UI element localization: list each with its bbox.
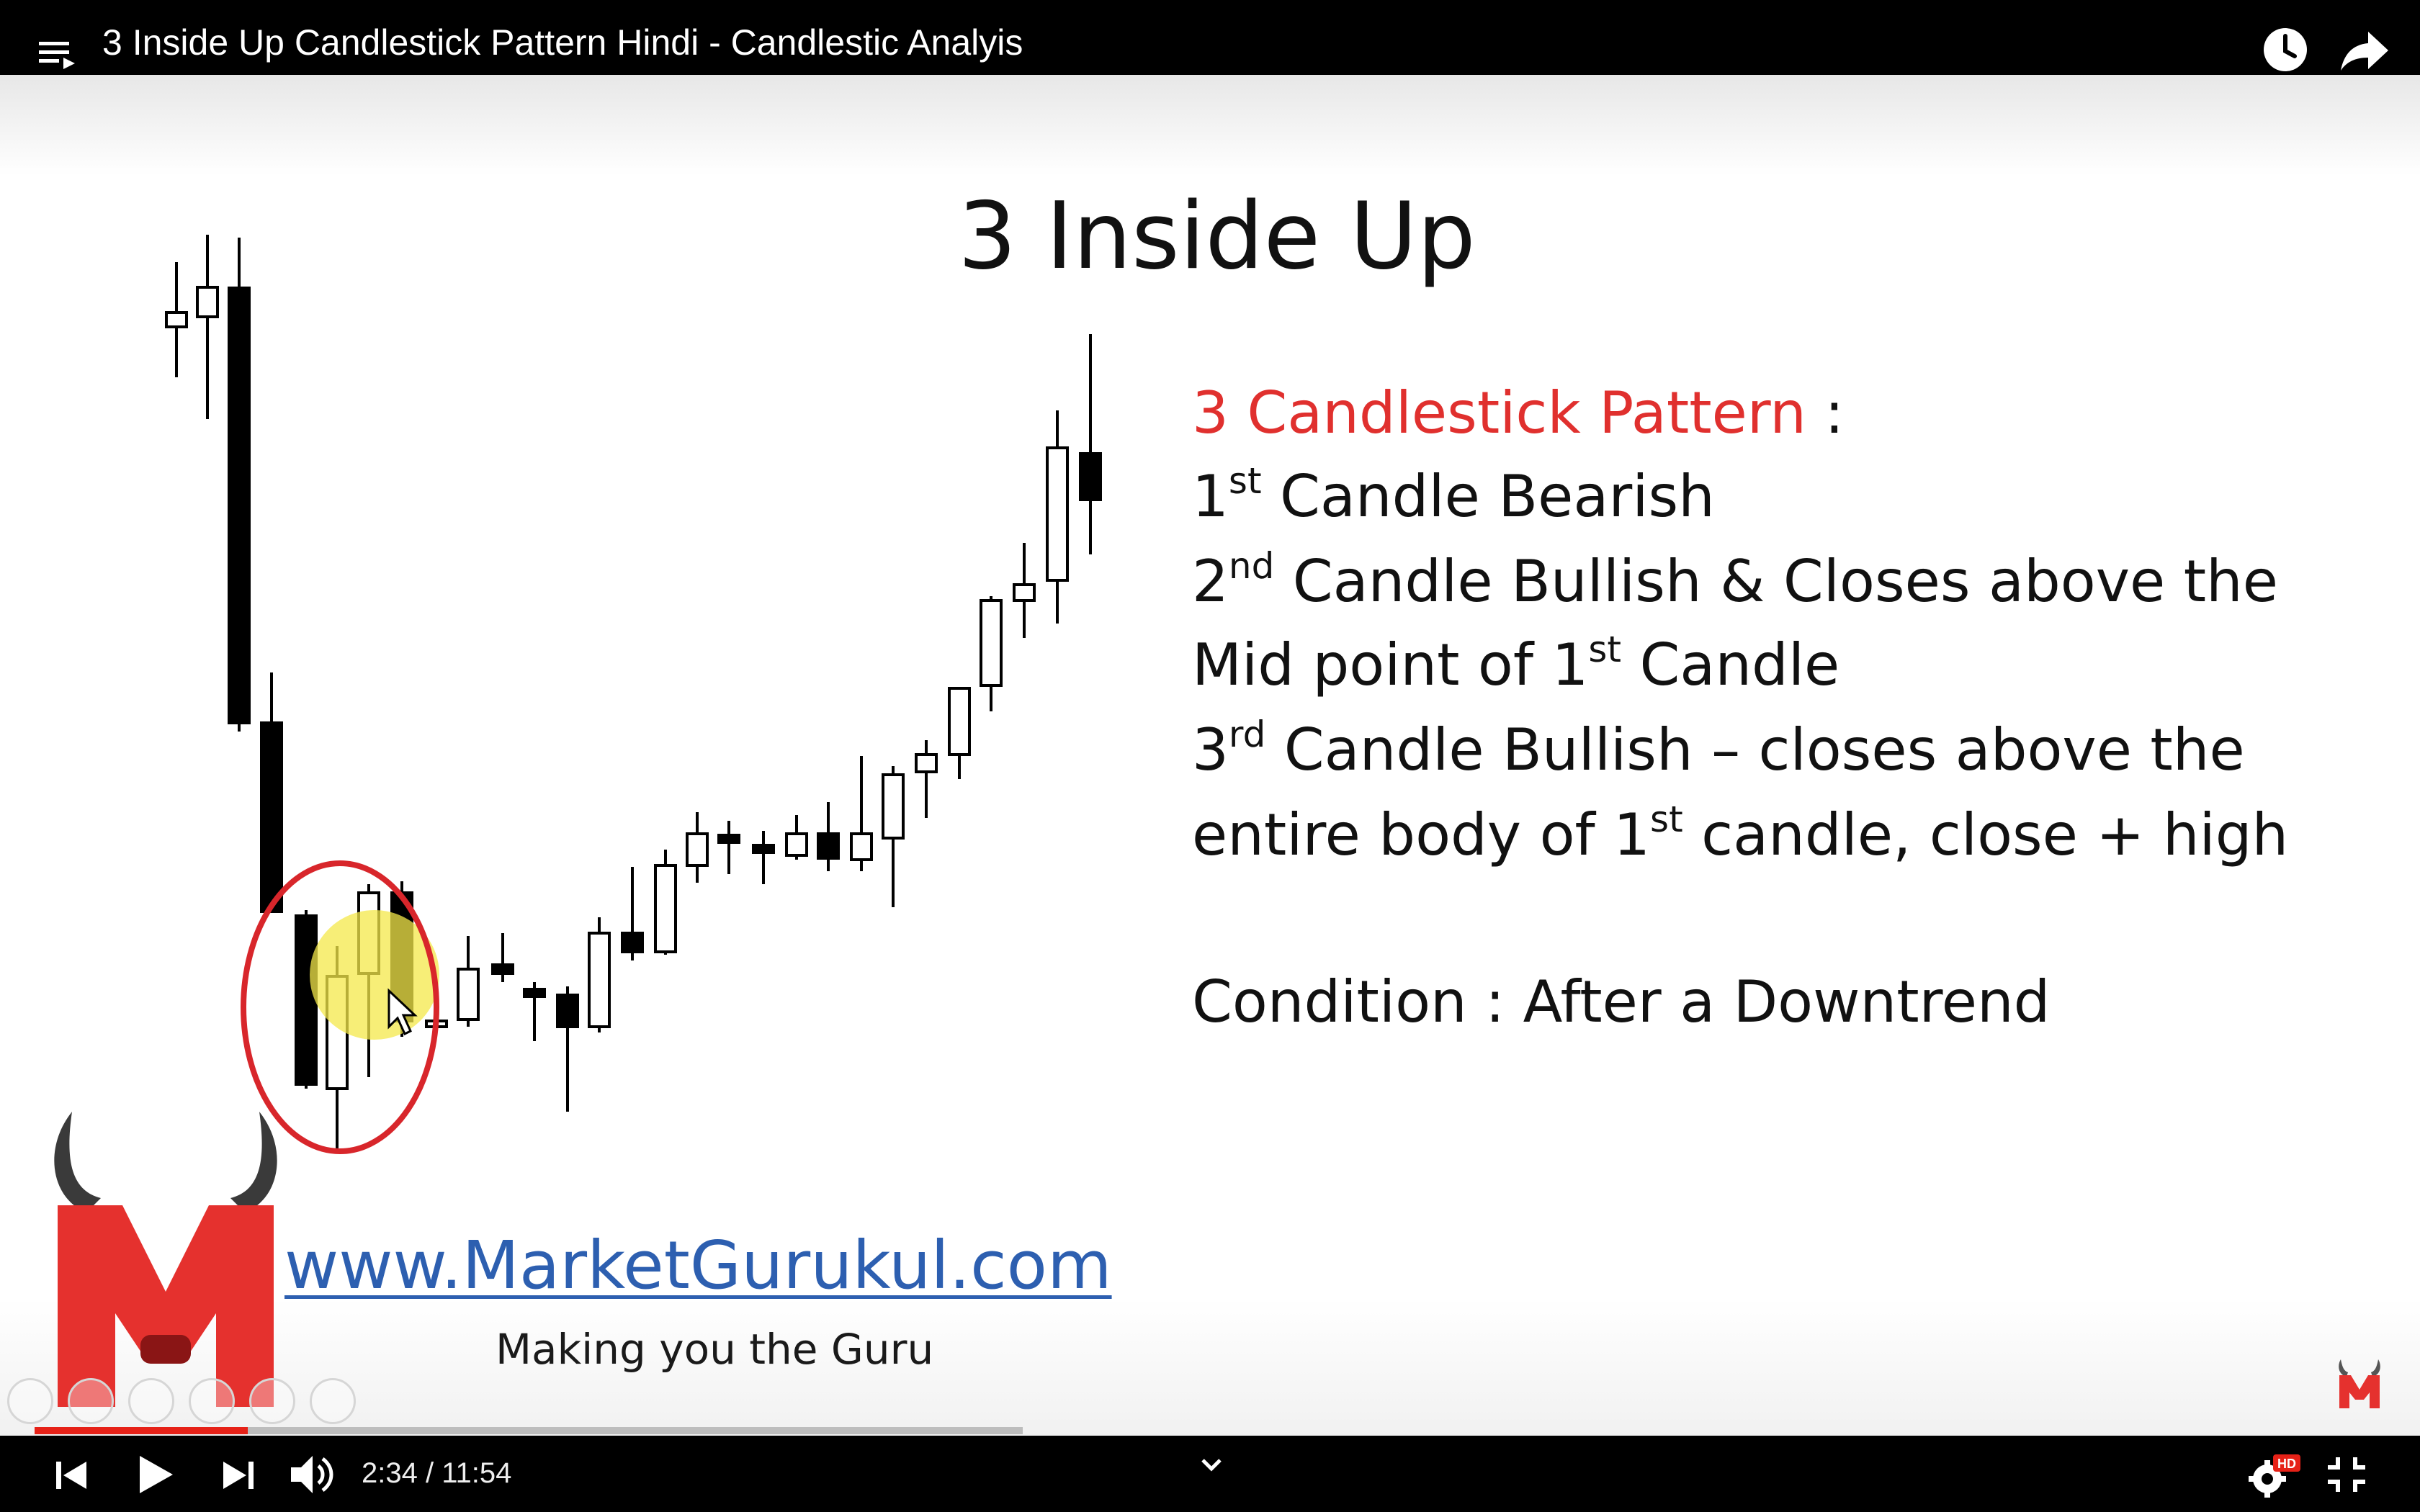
share-icon[interactable] bbox=[2339, 29, 2391, 72]
candle-body bbox=[1046, 446, 1069, 582]
tagline: Making you the Guru bbox=[496, 1325, 934, 1374]
playlist-icon[interactable] bbox=[37, 36, 76, 75]
rule-line-4-pre: 3 bbox=[1192, 716, 1229, 783]
rule-line-3-post: Candle bbox=[1621, 631, 1840, 698]
bull-logo-icon bbox=[54, 1112, 277, 1407]
rule-line-4: 3rd Candle Bullish – closes above the bbox=[1192, 716, 2245, 779]
candle-body bbox=[654, 864, 677, 953]
hd-badge: HD bbox=[2277, 1457, 2296, 1471]
annotation-toolbar bbox=[7, 1378, 370, 1428]
candle-body bbox=[1013, 583, 1036, 602]
candle-body bbox=[523, 988, 546, 998]
rule-line-1-post: Candle Bearish bbox=[1261, 463, 1715, 530]
pattern-heading-text: 3 Candlestick Pattern bbox=[1192, 379, 1806, 446]
candle-body bbox=[165, 311, 188, 328]
condition-text: Condition : After a Downtrend bbox=[1192, 968, 2051, 1035]
rule-line-1: 1st Candle Bearish bbox=[1192, 463, 1715, 526]
annotation-copy-icon[interactable] bbox=[189, 1378, 235, 1424]
slide-title: 3 Inside Up bbox=[958, 183, 1476, 290]
pattern-highlight-ellipse bbox=[241, 860, 439, 1154]
next-icon[interactable] bbox=[220, 1457, 256, 1493]
rule-line-5-post: candle, close + high bbox=[1682, 801, 2289, 868]
candle-body bbox=[948, 687, 971, 756]
rule-line-5-sup: st bbox=[1650, 798, 1683, 840]
candle-body bbox=[915, 753, 938, 773]
annotation-more-icon[interactable] bbox=[310, 1378, 356, 1424]
candle-body bbox=[882, 773, 905, 840]
rule-line-1-sup: st bbox=[1228, 460, 1262, 502]
candlestick-series bbox=[165, 235, 1102, 1149]
annotation-pen-icon[interactable] bbox=[128, 1378, 174, 1424]
rule-line-2-sup: nd bbox=[1228, 545, 1275, 587]
candle-body bbox=[752, 844, 775, 854]
time-separator: / bbox=[417, 1457, 442, 1489]
candle-body bbox=[457, 968, 480, 1021]
candle-body bbox=[817, 832, 840, 860]
pattern-heading-colon: : bbox=[1806, 379, 1845, 446]
watch-later-icon[interactable] bbox=[2262, 26, 2309, 73]
channel-watermark-icon[interactable] bbox=[2336, 1356, 2383, 1408]
progress-bar[interactable] bbox=[35, 1427, 1023, 1434]
candlestick-chart bbox=[165, 235, 1102, 1154]
rule-line-4-post: Candle Bullish – closes above the bbox=[1265, 716, 2245, 783]
candle-body bbox=[588, 932, 611, 1028]
rule-line-3: Mid point of 1st Candle bbox=[1192, 631, 1839, 694]
candle-body bbox=[621, 932, 644, 953]
annotation-back-icon[interactable] bbox=[7, 1378, 53, 1424]
fullscreen-exit-icon[interactable] bbox=[2325, 1454, 2368, 1495]
candle-body bbox=[717, 834, 740, 844]
video-title[interactable]: 3 Inside Up Candlestick Pattern Hindi - … bbox=[102, 22, 1023, 63]
annotation-forward-icon[interactable] bbox=[68, 1378, 114, 1424]
player-controls: 2:34 / 11:54 HD bbox=[0, 1436, 2420, 1512]
duration: 11:54 bbox=[442, 1457, 512, 1489]
video-frame-slide[interactable]: 3 Inside Up 3 Candlestick Pattern : 1st … bbox=[0, 75, 2420, 1436]
rule-line-4-sup: rd bbox=[1228, 714, 1266, 755]
candle-body bbox=[850, 832, 873, 861]
mouse-cursor bbox=[387, 988, 418, 1036]
video-top-bar: 3 Inside Up Candlestick Pattern Hindi - … bbox=[0, 0, 2420, 75]
candle-body bbox=[196, 286, 219, 318]
play-icon[interactable] bbox=[135, 1453, 176, 1496]
pattern-heading: 3 Candlestick Pattern : bbox=[1192, 384, 1844, 442]
rule-line-2: 2nd Candle Bullish & Closes above the bbox=[1192, 548, 2278, 611]
progress-played bbox=[35, 1427, 248, 1434]
site-url-link[interactable]: www.MarketGurukul.com bbox=[284, 1227, 1112, 1304]
candle-body bbox=[980, 599, 1003, 687]
settings-icon[interactable]: HD bbox=[2244, 1450, 2302, 1500]
rule-line-3-sup: st bbox=[1588, 629, 1622, 670]
candle-body bbox=[295, 914, 318, 1086]
candle-body bbox=[785, 832, 808, 857]
time-display: 2:34 / 11:54 bbox=[362, 1457, 511, 1490]
candle-body bbox=[1079, 452, 1102, 501]
candle-body bbox=[491, 963, 514, 975]
candle-body bbox=[228, 287, 251, 724]
rule-line-5: entire body of 1st candle, close + high bbox=[1192, 801, 2288, 864]
current-time: 2:34 bbox=[362, 1457, 418, 1489]
candle-body bbox=[260, 721, 283, 913]
candle-body bbox=[556, 994, 579, 1028]
candle-body bbox=[686, 832, 709, 867]
rule-line-3-pre: Mid point of 1 bbox=[1192, 631, 1589, 698]
rule-line-5-pre: entire body of 1 bbox=[1192, 801, 1651, 868]
prev-icon[interactable] bbox=[53, 1457, 89, 1493]
rule-line-2-post: Candle Bullish & Closes above the bbox=[1274, 548, 2278, 615]
annotation-zoom-icon[interactable] bbox=[249, 1378, 295, 1424]
rule-line-1-pre: 1 bbox=[1192, 463, 1229, 530]
rule-line-2-pre: 2 bbox=[1192, 548, 1229, 615]
volume-icon[interactable] bbox=[288, 1453, 339, 1496]
chevron-down-icon[interactable] bbox=[1197, 1454, 1226, 1476]
